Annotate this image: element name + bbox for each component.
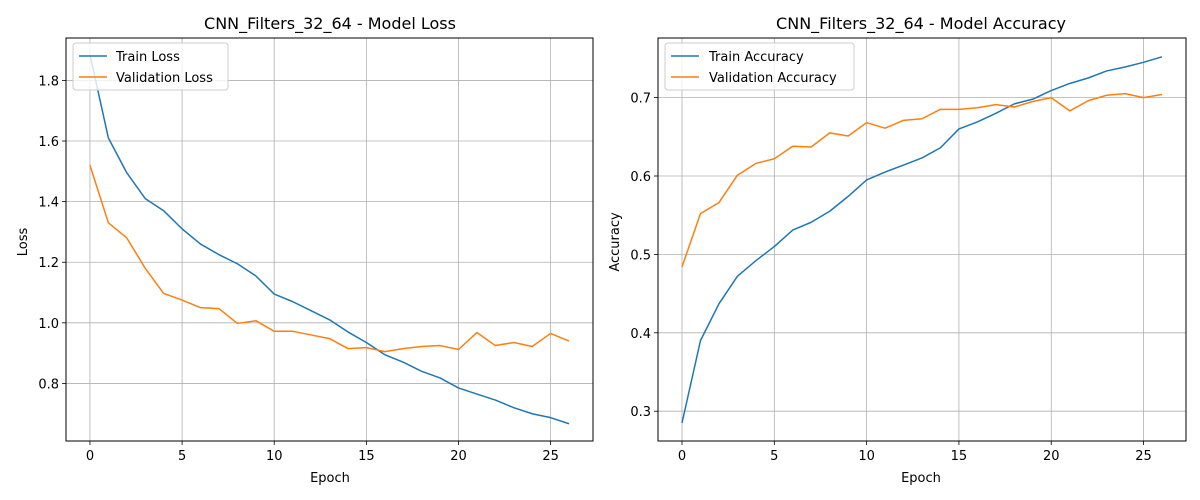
y-tick-label: 1.2 (38, 256, 59, 271)
x-tick-label: 0 (678, 449, 686, 464)
series-line-train-loss (89, 54, 570, 425)
y-tick-label: 0.7 (630, 92, 651, 107)
accuracy-chart-panel: CNN_Filters_32_64 - Model Accuracy Epoch… (608, 14, 1187, 486)
y-tick-label: 0.3 (630, 405, 651, 420)
legend-box (72, 42, 229, 91)
loss-chart-legend: Train Loss Validation Loss (72, 42, 229, 91)
y-tick-label: 0.8 (38, 377, 59, 392)
y-tick-label: 0.6 (630, 170, 651, 185)
legend-label-train-accuracy: Train Accuracy (708, 50, 804, 65)
x-tick-label: 10 (858, 449, 875, 464)
y-tick-label: 0.5 (630, 248, 651, 263)
y-tick-label: 1.0 (38, 317, 59, 332)
x-tick-label: 25 (542, 449, 559, 464)
x-tick-label: 20 (1043, 449, 1060, 464)
accuracy-chart-frame (657, 37, 1187, 442)
legend-label-validation-loss: Validation Loss (116, 71, 213, 86)
accuracy-chart-legend: Train Accuracy Validation Accuracy (664, 42, 855, 91)
loss-chart-xlabel: Epoch (310, 471, 350, 486)
x-tick-label: 20 (450, 449, 467, 464)
x-tick-label: 25 (1135, 449, 1152, 464)
accuracy-chart-xlabel: Epoch (901, 471, 941, 486)
loss-chart-ylabel: Loss (16, 228, 31, 257)
loss-chart-series (89, 54, 570, 425)
x-tick-label: 15 (358, 449, 375, 464)
accuracy-chart-grid (658, 38, 1186, 441)
accuracy-chart-series (681, 56, 1163, 424)
loss-chart-grid (66, 38, 593, 441)
legend-label-train-loss: Train Loss (115, 50, 180, 65)
accuracy-chart-title: CNN_Filters_32_64 - Model Accuracy (776, 14, 1066, 34)
accuracy-chart-ylabel: Accuracy (608, 212, 623, 272)
loss-chart-title: CNN_Filters_32_64 - Model Loss (204, 14, 456, 34)
legend-label-validation-accuracy: Validation Accuracy (709, 71, 837, 86)
y-tick-label: 1.6 (38, 135, 59, 150)
loss-chart-ticks: 0 5 10 15 20 25 0.8 1.0 1.2 1.4 1.6 1.8 (38, 74, 559, 464)
y-tick-label: 1.4 (38, 196, 59, 211)
x-tick-label: 5 (770, 449, 778, 464)
series-line-train-accuracy (681, 56, 1163, 424)
y-tick-label: 0.4 (630, 327, 651, 342)
series-line-validation-accuracy (681, 92, 1163, 268)
loss-chart-panel: CNN_Filters_32_64 - Model Loss Epoch Los… (16, 14, 594, 486)
y-tick-label: 1.8 (38, 74, 59, 89)
x-tick-label: 0 (86, 449, 94, 464)
x-tick-label: 10 (266, 449, 283, 464)
series-line-validation-loss (89, 165, 570, 353)
accuracy-chart-ticks: 0 5 10 15 20 25 0.3 0.4 0.5 0.6 0.7 (630, 92, 1151, 464)
legend-box (664, 42, 855, 91)
x-tick-label: 15 (951, 449, 968, 464)
loss-chart-frame (65, 37, 594, 442)
x-tick-label: 5 (178, 449, 186, 464)
